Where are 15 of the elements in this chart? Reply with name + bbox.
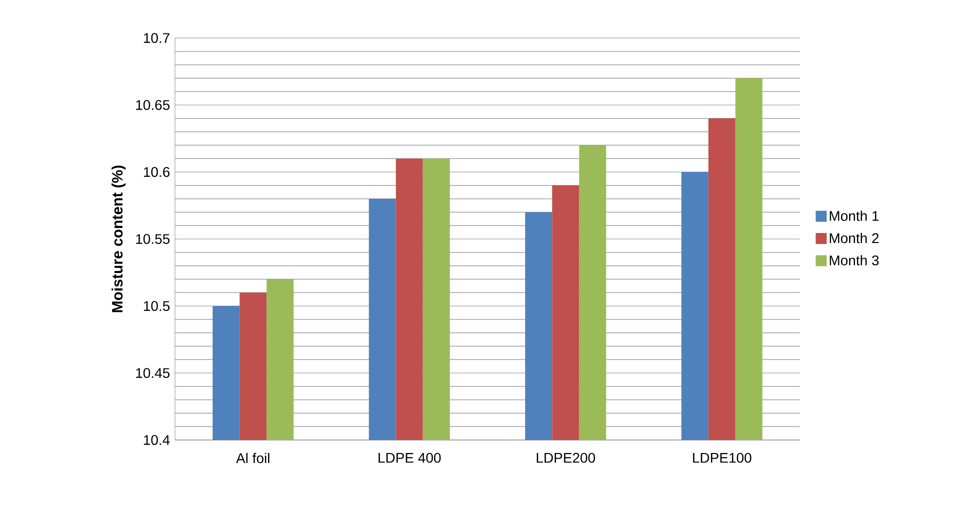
x-tick-label: LDPE 400 xyxy=(378,452,441,463)
y-tick-label: 10.55 xyxy=(136,234,170,244)
legend-label: Month 2 xyxy=(830,232,879,244)
legend-label: Month 1 xyxy=(830,210,879,221)
y-tick-label: 10.7 xyxy=(144,33,170,43)
y-tick-label: 10.45 xyxy=(136,368,170,378)
y-axis-title: Moisture content (%) xyxy=(112,166,126,312)
y-tick-label: 10.65 xyxy=(136,100,170,110)
x-tick-label: LDPE200 xyxy=(536,452,596,463)
x-tick-label: LDPE100 xyxy=(693,452,752,463)
y-tick-label: 10.4 xyxy=(144,435,170,445)
y-tick-label: 10.6 xyxy=(144,167,170,177)
y-tick-label: 10.5 xyxy=(144,301,170,311)
legend-label: Month 3 xyxy=(830,255,879,266)
x-tick-label: Al foil xyxy=(236,452,270,464)
